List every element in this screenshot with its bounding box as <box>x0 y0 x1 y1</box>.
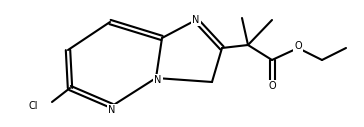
Text: N: N <box>108 105 116 115</box>
Text: O: O <box>294 41 302 51</box>
Text: N: N <box>192 15 200 25</box>
Text: N: N <box>154 75 162 85</box>
Text: O: O <box>268 81 276 91</box>
Text: Cl: Cl <box>28 101 38 111</box>
